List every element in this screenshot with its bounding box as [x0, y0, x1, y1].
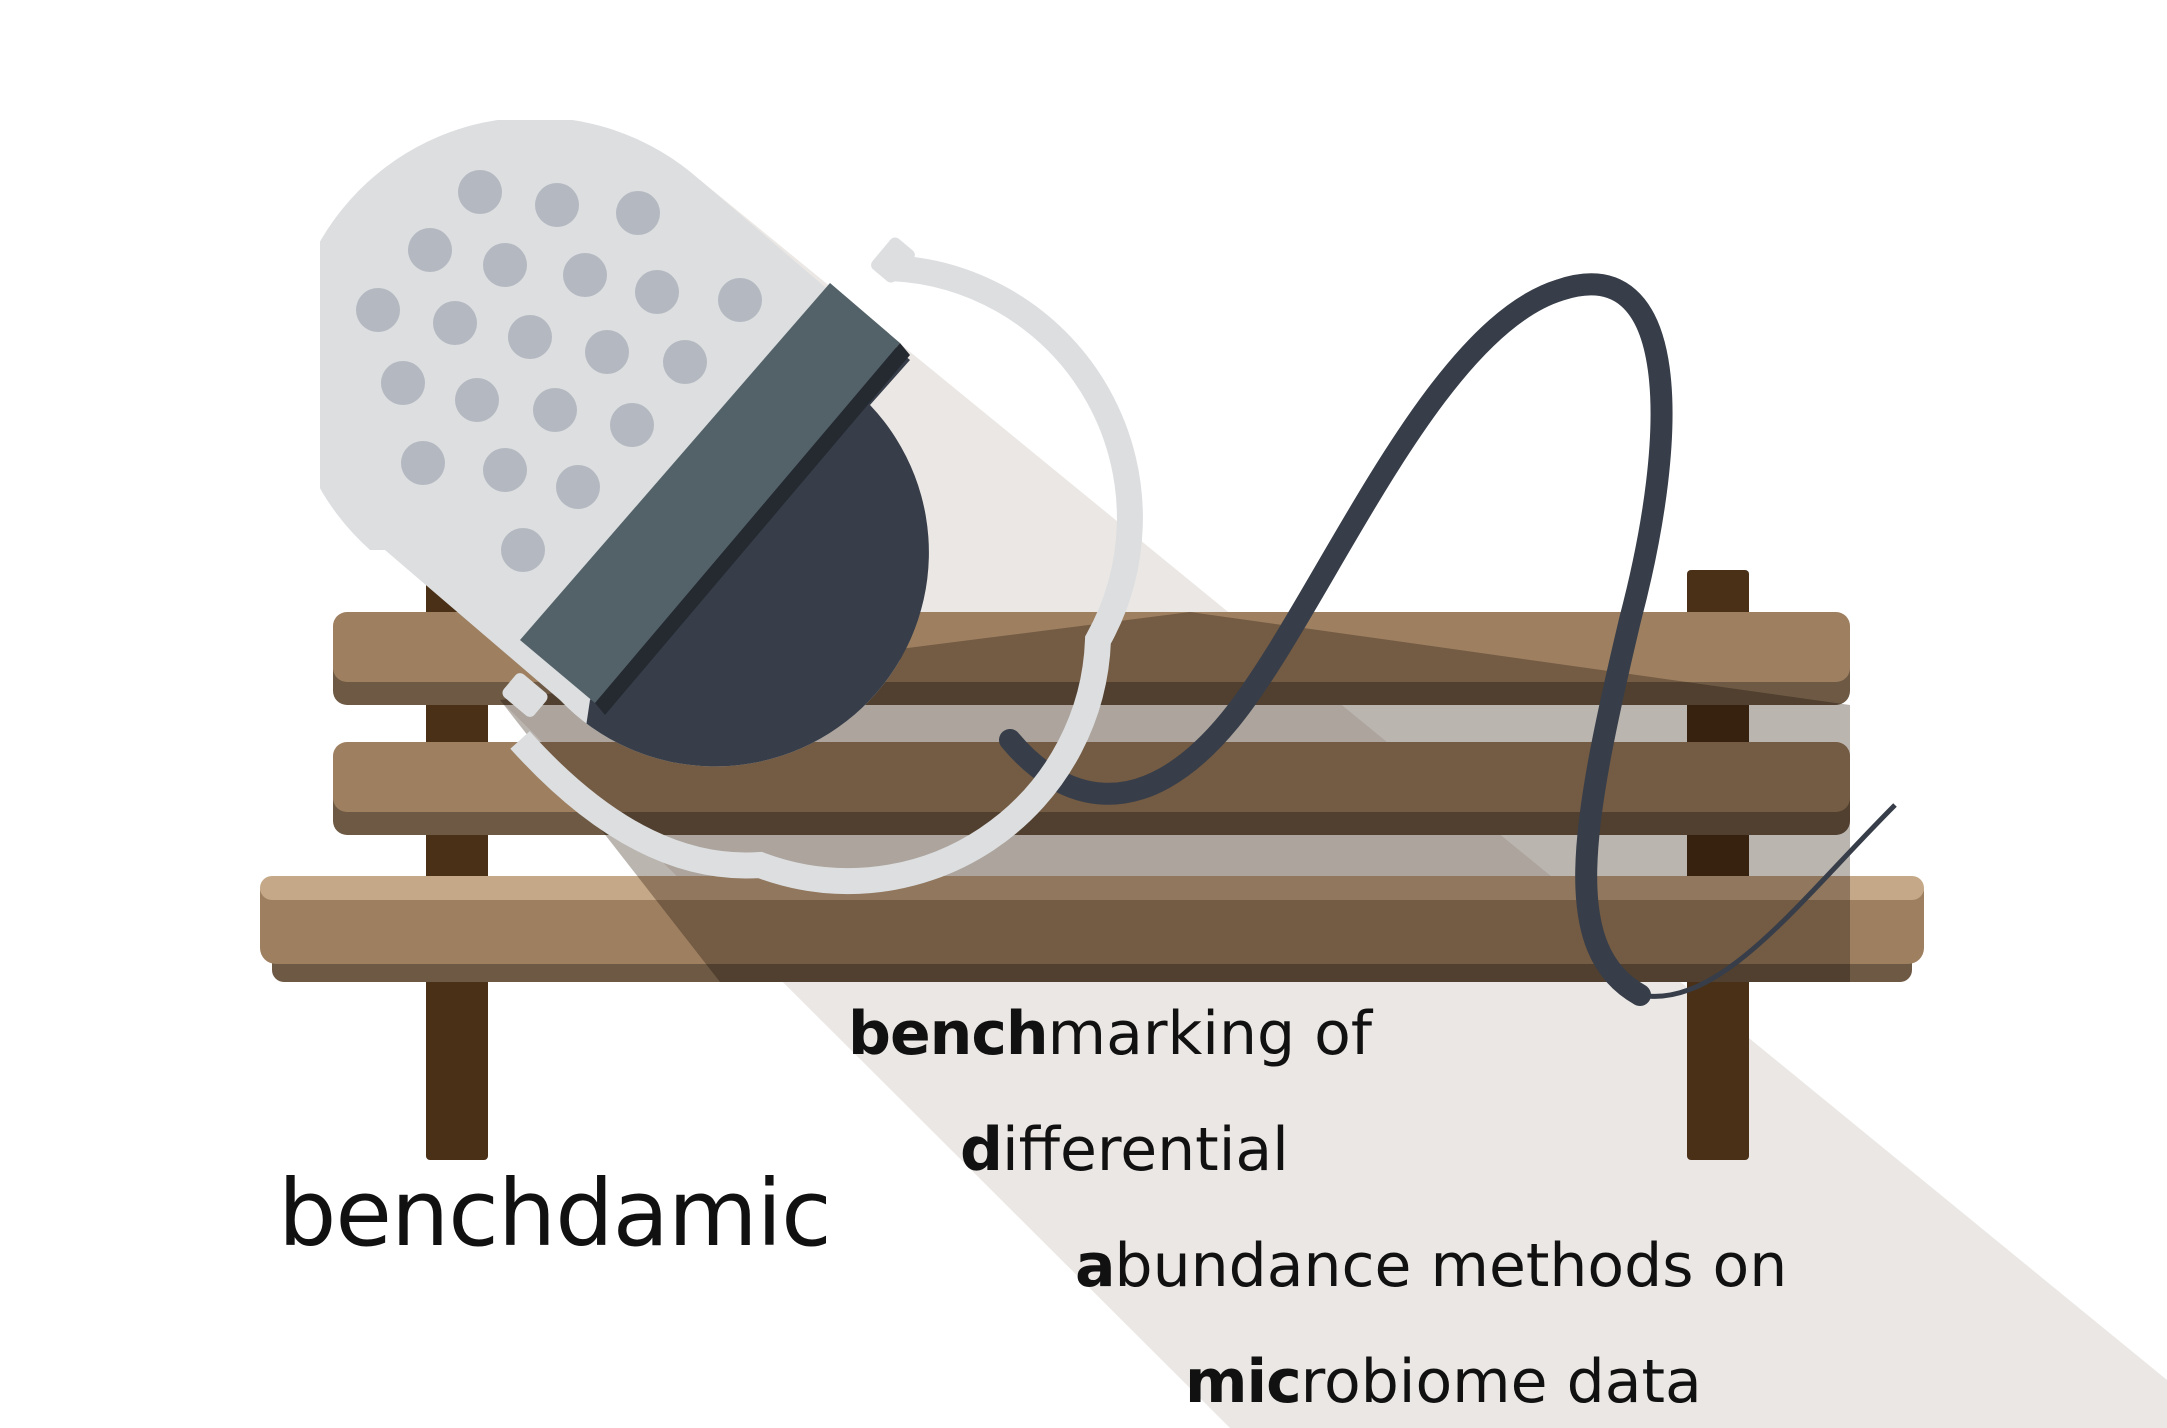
capsule-band [520, 283, 900, 703]
tagline-line-2-bold: d [960, 1115, 1003, 1185]
tagline-line-1: benchmarking of [848, 1004, 1372, 1064]
tagline-line-1-rest: marking of [1047, 999, 1372, 1069]
bench-leg-left [426, 570, 488, 1160]
tagline-line-1-bold: bench [848, 999, 1049, 1069]
cable-tail [1639, 803, 1897, 999]
tagline-line-4-bold: mic [1185, 1347, 1302, 1417]
tagline-line-3-bold: a [1075, 1231, 1115, 1301]
capsule-tube [510, 255, 1143, 895]
tagline-line-3-rest: bundance methods on [1114, 1231, 1788, 1301]
tagline-line-2-rest: ifferential [1001, 1115, 1289, 1185]
capsule-dots [356, 170, 762, 572]
tagline-line-2: differential [960, 1120, 1289, 1180]
tagline-line-3: abundance methods on [1075, 1236, 1787, 1296]
cable [999, 273, 1673, 1006]
tagline-line-4: microbiome data [1185, 1352, 1702, 1412]
app-title: benchdamic [278, 1160, 832, 1267]
tagline-line-4-rest: robiome data [1300, 1347, 1702, 1417]
